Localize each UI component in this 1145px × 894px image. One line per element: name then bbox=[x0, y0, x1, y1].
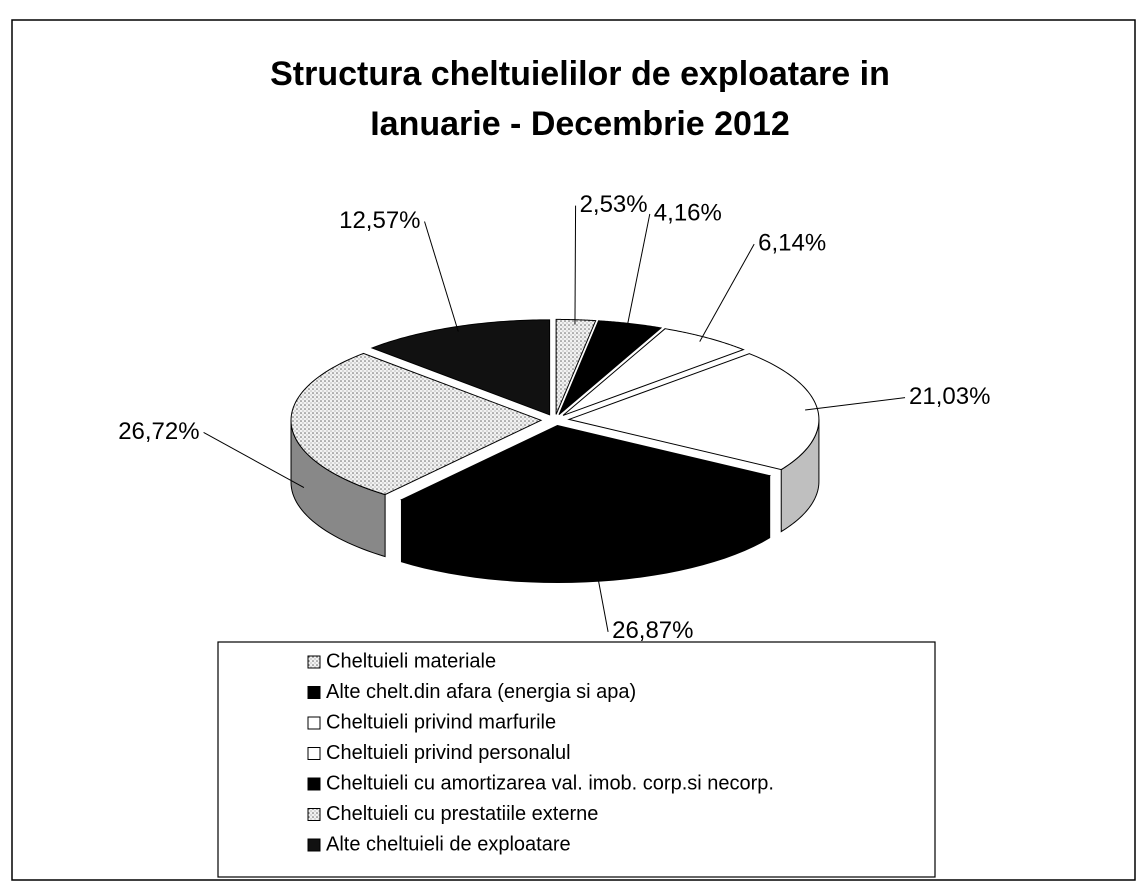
legend-swatch bbox=[307, 838, 321, 852]
slice bbox=[290, 352, 543, 496]
slice bbox=[562, 328, 745, 416]
data-label: 21,03% bbox=[909, 383, 990, 410]
chart-frame bbox=[11, 19, 1136, 881]
leader-line bbox=[626, 213, 651, 329]
legend-label: Cheltuieli materiale bbox=[326, 650, 496, 672]
leader-line bbox=[203, 432, 305, 489]
slice bbox=[558, 320, 663, 416]
legend-label: Cheltuieli privind personalul bbox=[326, 742, 571, 764]
leader-line bbox=[597, 576, 609, 632]
legend-swatch bbox=[307, 686, 321, 699]
chart-title: Structura cheltuielilor de exploatare in… bbox=[270, 55, 890, 143]
data-label: 6,14% bbox=[758, 230, 826, 257]
leader-line bbox=[699, 243, 755, 342]
data-label: 26,87% bbox=[612, 617, 693, 644]
leader-line bbox=[805, 397, 906, 411]
slice bbox=[555, 318, 597, 415]
leader-line bbox=[574, 205, 577, 325]
legend-label: Alte cheltuieli de exploatare bbox=[326, 833, 571, 855]
data-label: 2,53% bbox=[580, 191, 648, 218]
legend-label: Cheltuieli cu amortizarea val. imob. cor… bbox=[326, 772, 774, 794]
slice bbox=[400, 424, 772, 522]
legend-swatch bbox=[307, 747, 321, 760]
legend-label: Cheltuieli cu prestatiile externe bbox=[326, 803, 598, 825]
legend-swatch bbox=[307, 716, 321, 730]
legend-swatch bbox=[307, 777, 321, 791]
legend-label: Alte chelt.din afara (energia si apa) bbox=[326, 681, 636, 703]
leader-line bbox=[424, 221, 459, 332]
slice bbox=[567, 353, 820, 471]
data-label: 12,57% bbox=[339, 207, 420, 234]
legend-swatch bbox=[307, 655, 321, 669]
legend-swatch bbox=[307, 808, 321, 821]
data-label: 4,16% bbox=[654, 199, 722, 226]
slice bbox=[370, 319, 551, 416]
legend-label: Cheltuieli privind marfurile bbox=[326, 711, 556, 733]
legend-box bbox=[217, 641, 936, 878]
data-label: 26,72% bbox=[118, 418, 199, 445]
